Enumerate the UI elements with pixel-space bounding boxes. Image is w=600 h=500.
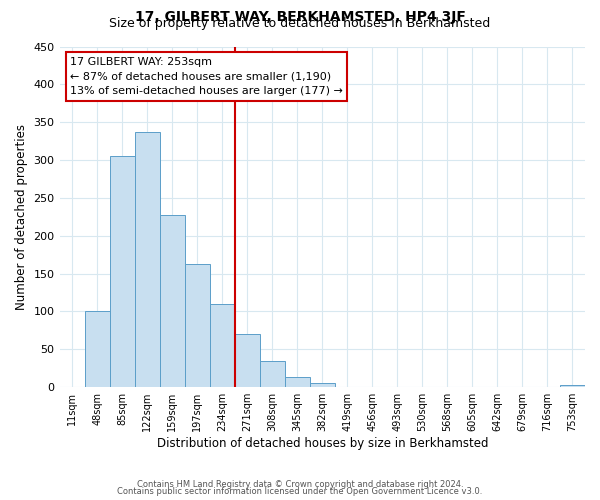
Bar	[310, 384, 335, 387]
Bar	[560, 385, 585, 387]
Text: Contains public sector information licensed under the Open Government Licence v3: Contains public sector information licen…	[118, 487, 482, 496]
Text: 17, GILBERT WAY, BERKHAMSTED, HP4 3JF: 17, GILBERT WAY, BERKHAMSTED, HP4 3JF	[134, 10, 466, 24]
Text: 17 GILBERT WAY: 253sqm
← 87% of detached houses are smaller (1,190)
13% of semi-: 17 GILBERT WAY: 253sqm ← 87% of detached…	[70, 56, 343, 96]
Bar	[285, 376, 310, 387]
X-axis label: Distribution of detached houses by size in Berkhamsted: Distribution of detached houses by size …	[157, 437, 488, 450]
Bar	[134, 132, 160, 387]
Bar	[160, 214, 185, 387]
Text: Contains HM Land Registry data © Crown copyright and database right 2024.: Contains HM Land Registry data © Crown c…	[137, 480, 463, 489]
Bar	[185, 264, 209, 387]
Bar	[260, 360, 285, 387]
Bar	[85, 312, 110, 387]
Bar	[110, 156, 134, 387]
Bar	[209, 304, 235, 387]
Bar	[235, 334, 260, 387]
Text: Size of property relative to detached houses in Berkhamsted: Size of property relative to detached ho…	[109, 18, 491, 30]
Y-axis label: Number of detached properties: Number of detached properties	[15, 124, 28, 310]
